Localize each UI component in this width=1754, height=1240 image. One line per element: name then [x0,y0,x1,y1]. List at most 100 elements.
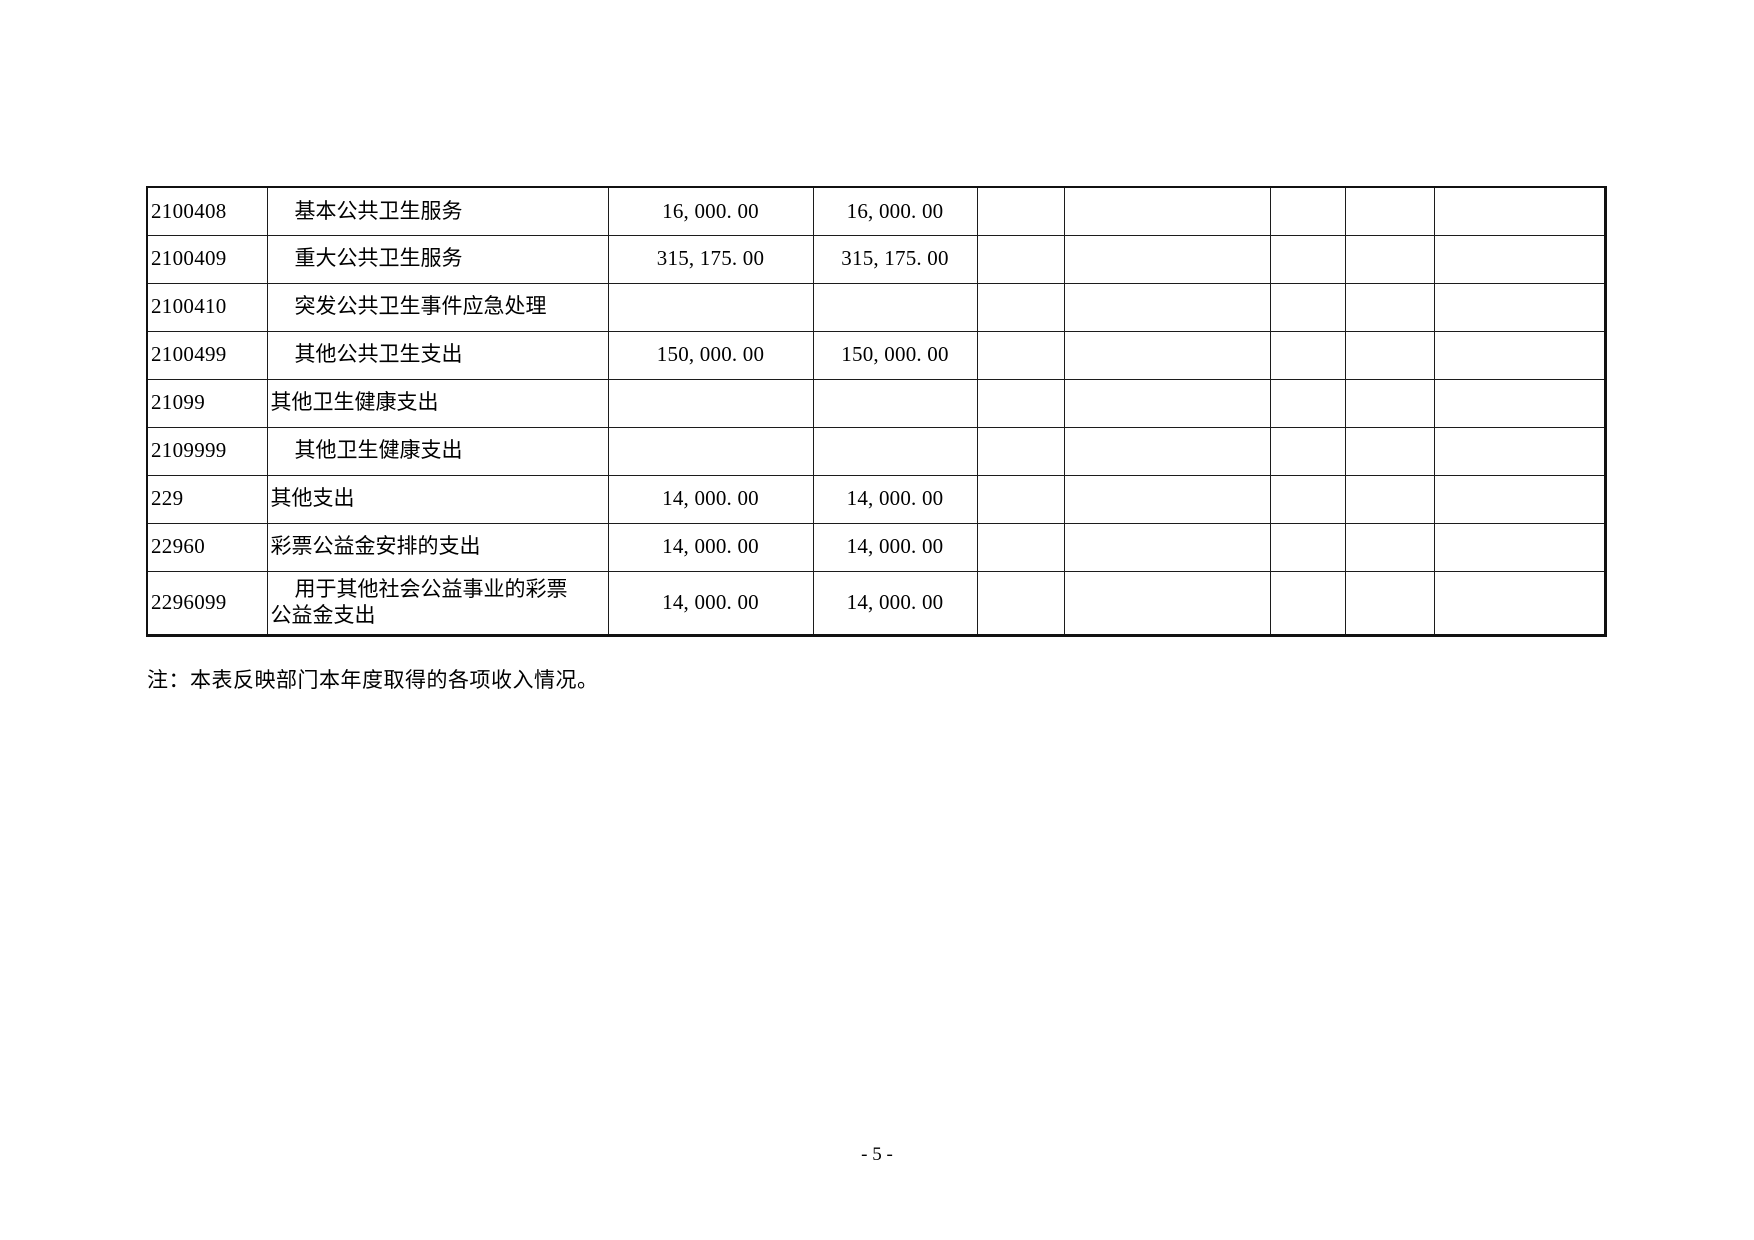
row-name-line1: 用于其他社会公益事业的彩票 [294,577,568,602]
row-code: 2109999 [146,426,268,476]
row-name-line1: 基本公共卫生服务 [294,198,463,223]
row-name-line1: 其他卫生健康支出 [294,438,463,463]
row-amount-2: 16, 000. 00 [812,186,978,236]
row-code: 2100499 [146,330,268,380]
row-empty-cell-4 [1344,426,1435,476]
row-amount-2: 315, 175. 00 [812,234,978,284]
row-amount-1: 315, 175. 00 [607,234,814,284]
row-empty-cell-4 [1344,282,1435,332]
row-code: 21099 [146,378,268,428]
row-empty-cell-1 [976,282,1065,332]
row-empty-cell-4 [1344,378,1435,428]
row-empty-cell-3 [1269,234,1346,284]
row-empty-cell-1 [976,186,1065,236]
row-name: 其他公共卫生支出 [266,330,609,380]
row-name: 其他支出 [266,474,609,524]
budget-table-body: 2100408 基本公共卫生服务 16, 000. 00 16, 000. 00… [146,186,1606,636]
row-name: 重大公共卫生服务 [266,234,609,284]
row-code: 2100410 [146,282,268,332]
row-name-line1: 其他公共卫生支出 [294,342,463,367]
row-empty-cell-5 [1433,570,1606,636]
row-amount-1: 16, 000. 00 [607,186,814,236]
row-amount-2: 150, 000. 00 [812,330,978,380]
table-row: 229 其他支出 14, 000. 00 14, 000. 00 [146,474,1606,524]
table-row: 2100409 重大公共卫生服务 315, 175. 00 315, 175. … [146,234,1606,284]
budget-table: 2100408 基本公共卫生服务 16, 000. 00 16, 000. 00… [146,186,1607,637]
row-empty-cell-2 [1063,426,1271,476]
row-amount-2 [812,282,978,332]
row-empty-cell-5 [1433,186,1606,236]
row-code: 2296099 [146,570,268,636]
row-empty-cell-3 [1269,378,1346,428]
row-name-line1: 重大公共卫生服务 [294,246,463,271]
row-amount-1: 150, 000. 00 [607,330,814,380]
row-amount-2: 14, 000. 00 [812,522,978,572]
row-empty-cell-4 [1344,186,1435,236]
table-row: 2100408 基本公共卫生服务 16, 000. 00 16, 000. 00 [146,186,1606,236]
row-code: 2100409 [146,234,268,284]
table-footnote: 注：本表反映部门本年度取得的各项收入情况。 [147,668,599,692]
row-empty-cell-5 [1433,330,1606,380]
table-row: 2100410 突发公共卫生事件应急处理 [146,282,1606,332]
row-amount-1: 14, 000. 00 [607,474,814,524]
row-empty-cell-4 [1344,522,1435,572]
row-empty-cell-2 [1063,186,1271,236]
row-empty-cell-3 [1269,186,1346,236]
row-empty-cell-3 [1269,330,1346,380]
table-row: 2100499 其他公共卫生支出 150, 000. 00 150, 000. … [146,330,1606,380]
row-name: 其他卫生健康支出 [266,426,609,476]
table-row: 2109999 其他卫生健康支出 [146,426,1606,476]
row-empty-cell-5 [1433,282,1606,332]
row-empty-cell-1 [976,378,1065,428]
row-empty-cell-1 [976,426,1065,476]
row-empty-cell-4 [1344,234,1435,284]
row-empty-cell-5 [1433,426,1606,476]
row-empty-cell-2 [1063,474,1271,524]
row-empty-cell-1 [976,474,1065,524]
row-empty-cell-1 [976,330,1065,380]
row-code: 229 [146,474,268,524]
row-name: 彩票公益金安排的支出 [266,522,609,572]
row-amount-1 [607,378,814,428]
row-empty-cell-3 [1269,474,1346,524]
row-empty-cell-4 [1344,474,1435,524]
row-empty-cell-2 [1063,378,1271,428]
row-empty-cell-5 [1433,522,1606,572]
row-name-line1: 其他卫生健康支出 [270,390,439,415]
row-code: 22960 [146,522,268,572]
row-name: 用于其他社会公益事业的彩票 公益金支出 [266,570,609,636]
row-empty-cell-1 [976,234,1065,284]
row-name-line2: 公益金支出 [270,602,376,627]
row-empty-cell-3 [1269,282,1346,332]
row-amount-2 [812,426,978,476]
table-row: 2296099 用于其他社会公益事业的彩票 公益金支出 14, 000. 00 … [146,570,1606,636]
row-name: 其他卫生健康支出 [266,378,609,428]
row-empty-cell-3 [1269,570,1346,636]
row-empty-cell-2 [1063,522,1271,572]
row-empty-cell-2 [1063,234,1271,284]
row-name-line1: 其他支出 [270,486,355,511]
row-amount-2: 14, 000. 00 [812,474,978,524]
row-empty-cell-5 [1433,474,1606,524]
row-amount-2 [812,378,978,428]
row-amount-2: 14, 000. 00 [812,570,978,636]
row-empty-cell-2 [1063,570,1271,636]
row-empty-cell-3 [1269,522,1346,572]
row-amount-1 [607,282,814,332]
table-row: 22960 彩票公益金安排的支出 14, 000. 00 14, 000. 00 [146,522,1606,572]
row-empty-cell-2 [1063,282,1271,332]
row-empty-cell-4 [1344,330,1435,380]
row-name: 突发公共卫生事件应急处理 [266,282,609,332]
budget-table-container: 2100408 基本公共卫生服务 16, 000. 00 16, 000. 00… [146,186,1607,637]
row-empty-cell-1 [976,522,1065,572]
row-empty-cell-2 [1063,330,1271,380]
row-code: 2100408 [146,186,268,236]
row-name-line1: 突发公共卫生事件应急处理 [294,294,547,319]
row-empty-cell-1 [976,570,1065,636]
row-empty-cell-4 [1344,570,1435,636]
row-empty-cell-5 [1433,378,1606,428]
row-name: 基本公共卫生服务 [266,186,609,236]
row-empty-cell-3 [1269,426,1346,476]
row-empty-cell-5 [1433,234,1606,284]
